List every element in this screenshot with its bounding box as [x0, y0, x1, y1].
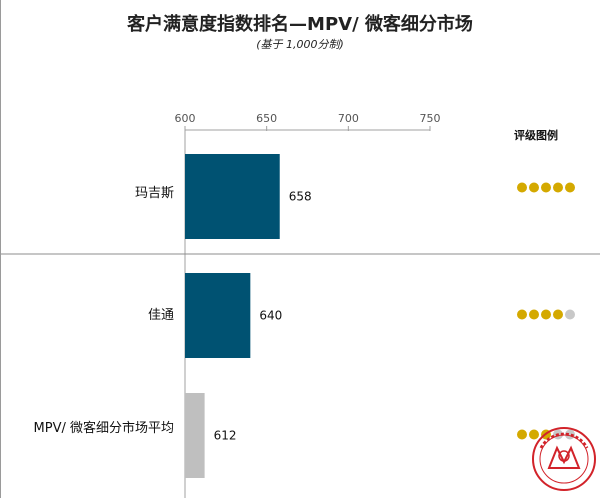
x-tick-label-600: 600 [175, 112, 196, 125]
bar-value-label-0: 658 [289, 190, 312, 204]
bar-0 [185, 154, 280, 239]
rating-dot-1-0 [517, 309, 527, 320]
rating-dot-2-0 [517, 429, 527, 440]
rating-dot-0-2 [541, 182, 551, 193]
chart-title: 客户满意度指数排名—MPV/ 微客细分市场 [127, 14, 473, 35]
bar-1 [185, 273, 251, 358]
rating-dot-1-3 [553, 309, 563, 320]
category-label-segment-average: MPV/ 微客细分市场平均 [33, 421, 174, 436]
rating-dot-1-1 [529, 309, 539, 320]
rating-dot-1-4 [565, 309, 575, 320]
chart-left-border [0, 0, 1, 498]
watermark-seal [532, 427, 596, 491]
rating-dot-0-4 [565, 182, 575, 193]
category-label-giti: 佳通 [147, 308, 174, 323]
rating-dot-0-0 [517, 182, 527, 193]
rating-dot-0-3 [553, 182, 563, 193]
rating-dot-1-2 [541, 309, 551, 320]
bar-value-label-2: 612 [214, 429, 237, 443]
rating-legend-title: 评级图例 [514, 129, 558, 142]
x-tick-label-650: 650 [256, 112, 277, 125]
rating-dot-0-1 [529, 182, 539, 193]
bar-2 [185, 393, 205, 478]
bar-value-label-1: 640 [259, 309, 282, 323]
chart-subtitle: (基于 1,000分制) [256, 38, 344, 51]
category-label-maxxis: 玛吉斯 [134, 186, 174, 201]
rating-dot-2-1 [529, 429, 539, 440]
x-tick-label-750: 750 [420, 112, 441, 125]
x-tick-label-700: 700 [338, 112, 359, 125]
